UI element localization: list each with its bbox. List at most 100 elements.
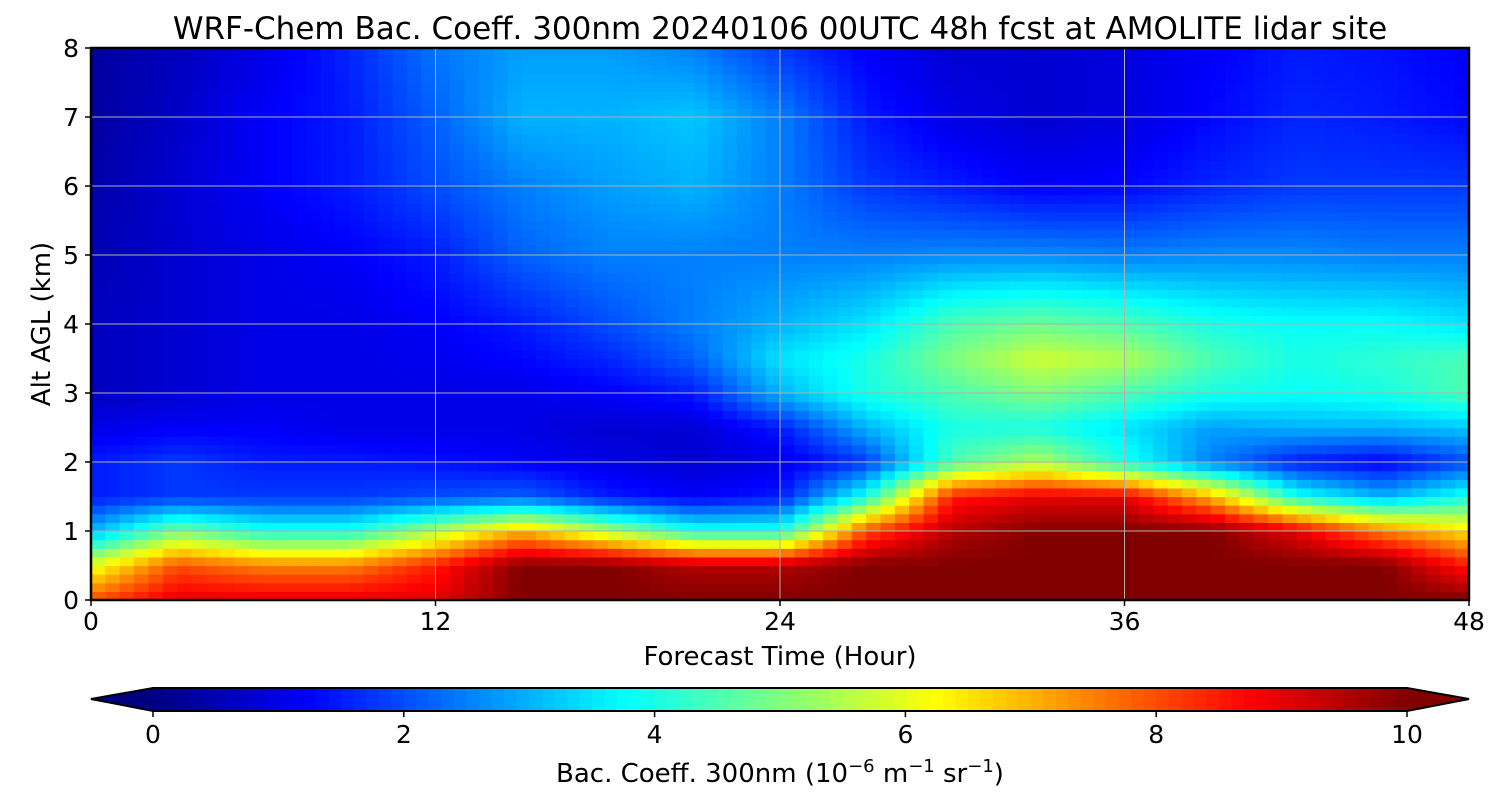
- heatmap-cell: [1052, 246, 1068, 256]
- heatmap-cell: [435, 487, 451, 498]
- heatmap-cell: [191, 263, 207, 273]
- heatmap-cell: [134, 186, 150, 196]
- heatmap-cell: [1052, 418, 1068, 429]
- heatmap-cell: [722, 306, 738, 316]
- heatmap-cell: [1368, 487, 1384, 498]
- heatmap-cell: [335, 280, 350, 291]
- heatmap-cell: [1167, 341, 1183, 351]
- heatmap-cell: [952, 565, 968, 575]
- heatmap-cell: [866, 332, 882, 342]
- heatmap-cell: [1239, 453, 1255, 463]
- heatmap-cell: [1397, 375, 1413, 385]
- heatmap-cell: [837, 479, 853, 489]
- heatmap-cell: [1167, 246, 1183, 256]
- heatmap-cell: [406, 315, 422, 325]
- heatmap-cell: [851, 272, 867, 282]
- heatmap-cell: [1110, 574, 1126, 584]
- heatmap-cell: [1153, 306, 1169, 316]
- heatmap-cell: [1124, 306, 1140, 316]
- heatmap-cell: [306, 280, 322, 291]
- heatmap-cell: [808, 582, 824, 592]
- heatmap-cell: [952, 496, 968, 506]
- heatmap-cell: [1110, 453, 1126, 463]
- heatmap-cell: [392, 453, 408, 463]
- heatmap-cell: [1224, 470, 1240, 480]
- heatmap-cell: [162, 522, 178, 532]
- heatmap-cell: [823, 574, 839, 584]
- heatmap-cell: [263, 280, 279, 291]
- heatmap-cell: [1268, 220, 1283, 230]
- heatmap-cell: [866, 556, 882, 567]
- heatmap-cell: [1325, 151, 1341, 161]
- heatmap-cell: [421, 168, 437, 178]
- heatmap-cell: [248, 522, 264, 532]
- heatmap-cell: [650, 367, 666, 377]
- heatmap-cell: [995, 349, 1011, 360]
- heatmap-cell: [492, 539, 508, 549]
- heatmap-cell: [1253, 522, 1269, 532]
- heatmap-cell: [1081, 168, 1097, 178]
- heatmap-cell: [1181, 324, 1197, 334]
- heatmap-cell: [1067, 393, 1083, 403]
- heatmap-cell: [937, 349, 953, 360]
- heatmap-cell: [980, 280, 996, 291]
- heatmap-cell: [1268, 531, 1283, 541]
- heatmap-cell: [1296, 565, 1312, 575]
- heatmap-cell: [1052, 358, 1068, 368]
- heatmap-cell: [722, 298, 738, 308]
- heatmap-cell: [191, 393, 207, 403]
- heatmap-cell: [148, 393, 164, 403]
- heatmap-cell: [449, 289, 465, 299]
- heatmap-cell: [579, 229, 594, 239]
- heatmap-cell: [134, 237, 150, 247]
- heatmap-cell: [765, 505, 781, 515]
- heatmap-cell: [880, 289, 896, 299]
- heatmap-cell: [837, 582, 853, 592]
- heatmap-cell: [335, 505, 350, 515]
- heatmap-cell: [1282, 255, 1298, 265]
- heatmap-cell: [1425, 410, 1441, 420]
- heatmap-cell: [1052, 186, 1068, 196]
- heatmap-cell: [134, 539, 150, 549]
- heatmap-cell: [1325, 272, 1341, 282]
- heatmap-cell: [162, 298, 178, 308]
- heatmap-cell: [406, 384, 422, 394]
- heatmap-cell: [1253, 203, 1269, 213]
- heatmap-cell: [894, 280, 910, 291]
- heatmap-cell: [119, 384, 135, 394]
- heatmap-cell: [909, 168, 925, 178]
- heatmap-cell: [1181, 393, 1197, 403]
- heatmap-cell: [579, 436, 594, 446]
- heatmap-cell: [291, 574, 307, 584]
- heatmap-cell: [650, 384, 666, 394]
- heatmap-cell: [780, 324, 795, 334]
- heatmap-cell: [378, 384, 394, 394]
- heatmap-cell: [392, 194, 408, 204]
- heatmap-cell: [1282, 522, 1298, 532]
- heatmap-cell: [421, 479, 437, 489]
- heatmap-cell: [1354, 367, 1370, 377]
- heatmap-cell: [1009, 160, 1025, 170]
- heatmap-cell: [263, 341, 279, 351]
- heatmap-cell: [980, 177, 996, 187]
- heatmap-cell: [1110, 194, 1126, 204]
- heatmap-cell: [966, 272, 982, 282]
- heatmap-cell: [1239, 462, 1255, 472]
- heatmap-cell: [421, 237, 437, 247]
- heatmap-cell: [808, 203, 824, 213]
- heatmap-cell: [1167, 367, 1183, 377]
- heatmap-cell: [966, 548, 982, 558]
- heatmap-cell: [880, 479, 896, 489]
- heatmap-cell: [909, 582, 925, 592]
- heatmap-cell: [248, 358, 264, 368]
- heatmap-cell: [1081, 487, 1097, 498]
- heatmap-cell: [636, 513, 652, 523]
- heatmap-cell: [808, 341, 824, 351]
- heatmap-cell: [923, 289, 939, 299]
- heatmap-cell: [952, 306, 968, 316]
- heatmap-cell: [966, 393, 982, 403]
- heatmap-cell: [349, 393, 365, 403]
- heatmap-cell: [636, 410, 652, 420]
- heatmap-cell: [1368, 375, 1384, 385]
- heatmap-cell: [1167, 298, 1183, 308]
